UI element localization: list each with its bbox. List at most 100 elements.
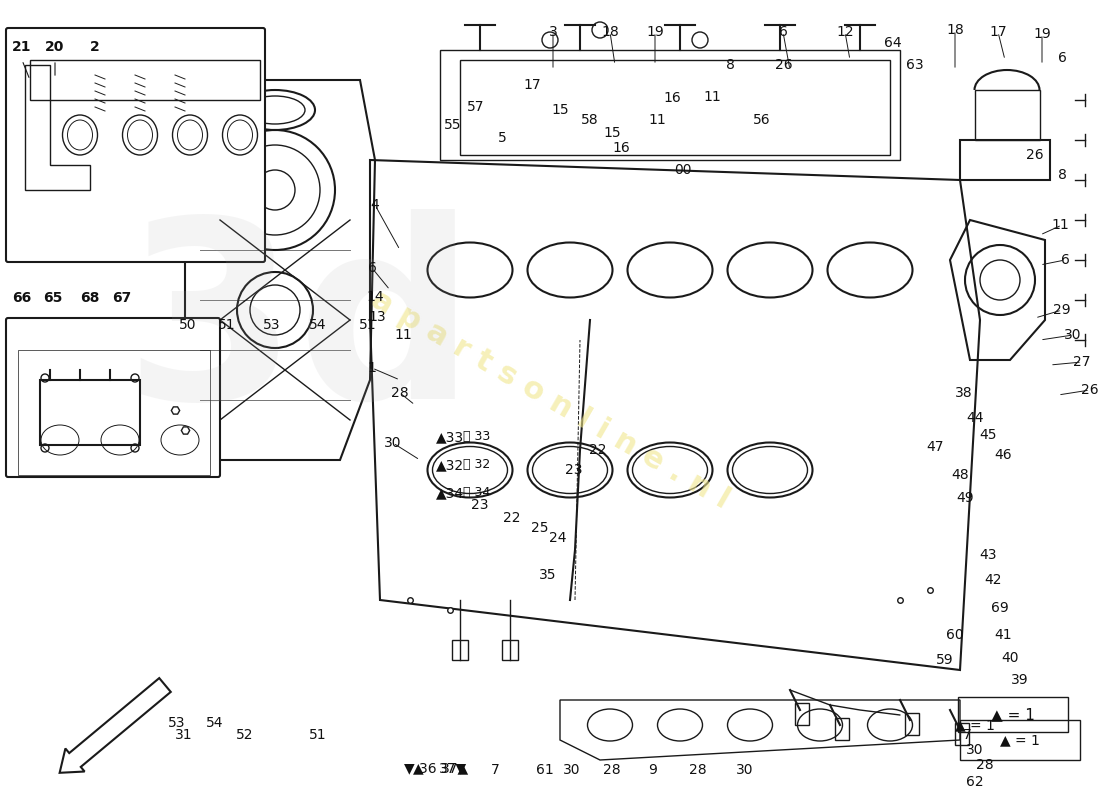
Text: 44: 44: [966, 411, 983, 425]
Text: 26: 26: [1026, 148, 1044, 162]
Text: 41: 41: [994, 628, 1012, 642]
Text: ▲33: ▲33: [436, 430, 464, 444]
Text: 56: 56: [754, 113, 771, 127]
Text: 28: 28: [976, 758, 993, 772]
Text: 35: 35: [539, 568, 557, 582]
Text: 38: 38: [955, 386, 972, 400]
Text: 62: 62: [966, 775, 983, 789]
Text: 63: 63: [906, 58, 924, 72]
Text: 23: 23: [471, 498, 488, 512]
Text: 28: 28: [392, 386, 409, 400]
Text: 31: 31: [175, 728, 192, 742]
Text: 19: 19: [646, 25, 664, 39]
Text: 9: 9: [649, 763, 658, 777]
Text: 64: 64: [884, 36, 902, 50]
Text: 16: 16: [612, 141, 630, 155]
Text: 30: 30: [966, 743, 983, 757]
Text: 58: 58: [581, 113, 598, 127]
Text: ▲ = 1: ▲ = 1: [1000, 733, 1040, 747]
Text: 60: 60: [946, 628, 964, 642]
Text: 16: 16: [663, 91, 681, 105]
Text: 6: 6: [367, 261, 376, 275]
Text: 6: 6: [1057, 51, 1066, 65]
Text: 11: 11: [1052, 218, 1069, 232]
Text: a p a r t s o n l i n e . n l: a p a r t s o n l i n e . n l: [365, 286, 735, 514]
Text: 22: 22: [590, 443, 607, 457]
Text: 26: 26: [776, 58, 793, 72]
Text: 3: 3: [549, 25, 558, 39]
Text: 52: 52: [236, 728, 254, 742]
Text: 26: 26: [1081, 383, 1099, 397]
Text: 3d: 3d: [123, 209, 476, 451]
Text: ▲ = 1: ▲ = 1: [955, 718, 994, 732]
Text: 42: 42: [984, 573, 1002, 587]
Text: ▲32: ▲32: [436, 458, 464, 472]
Text: 66: 66: [12, 291, 32, 305]
Text: 24: 24: [549, 531, 566, 545]
Text: ▲34: ▲34: [436, 486, 464, 500]
Text: 2: 2: [90, 40, 100, 54]
Text: 27: 27: [1074, 355, 1091, 369]
Text: 28: 28: [690, 763, 707, 777]
Text: 12: 12: [836, 25, 854, 39]
Text: 51: 51: [360, 318, 377, 332]
Text: 47: 47: [926, 440, 944, 454]
Text: 46: 46: [994, 448, 1012, 462]
Text: 39: 39: [1011, 673, 1028, 687]
Text: ⯈ 32: ⯈ 32: [463, 458, 491, 471]
Text: 22: 22: [504, 511, 520, 525]
Text: 11: 11: [394, 328, 411, 342]
FancyBboxPatch shape: [6, 28, 265, 262]
Text: 29: 29: [1053, 303, 1070, 317]
Text: 13: 13: [368, 310, 386, 324]
Text: 57: 57: [468, 100, 485, 114]
Text: 18: 18: [946, 23, 964, 37]
Text: 25: 25: [531, 521, 549, 535]
Text: 4: 4: [371, 198, 380, 212]
Text: 6: 6: [1060, 253, 1069, 267]
Text: 00: 00: [674, 163, 692, 177]
Text: 8: 8: [726, 58, 735, 72]
Text: 53: 53: [263, 318, 280, 332]
Text: 1: 1: [367, 361, 376, 375]
Text: 28: 28: [603, 763, 620, 777]
Text: 14: 14: [366, 290, 384, 304]
Text: 23: 23: [565, 463, 583, 477]
Text: 68: 68: [80, 291, 100, 305]
Text: ▼ 36: ▼ 36: [404, 761, 437, 775]
Text: 69: 69: [991, 601, 1009, 615]
Text: 43: 43: [979, 548, 997, 562]
Text: 30: 30: [563, 763, 581, 777]
Text: ▲ = 1: ▲ = 1: [991, 707, 1035, 722]
Text: 51: 51: [218, 318, 235, 332]
Text: 15: 15: [551, 103, 569, 117]
Text: ⯈ 34: ⯈ 34: [463, 486, 491, 499]
Text: 59: 59: [936, 653, 954, 667]
Text: 30: 30: [736, 763, 754, 777]
Text: 37▼: 37▼: [439, 761, 468, 775]
Text: 7: 7: [491, 763, 499, 777]
Text: 54: 54: [207, 716, 223, 730]
Text: 18: 18: [601, 25, 619, 39]
Text: ⯈ 33: ⯈ 33: [463, 430, 491, 443]
Text: 65: 65: [43, 291, 63, 305]
Text: 37▲: 37▲: [441, 761, 469, 775]
Text: 54: 54: [309, 318, 327, 332]
Text: 55: 55: [444, 118, 462, 132]
Text: 21: 21: [12, 40, 32, 54]
Text: 11: 11: [703, 90, 720, 104]
Text: 49: 49: [956, 491, 974, 505]
Text: 51: 51: [309, 728, 327, 742]
FancyBboxPatch shape: [6, 318, 220, 477]
Bar: [835, 718, 849, 740]
Text: 40: 40: [1001, 651, 1019, 665]
Bar: [905, 713, 918, 735]
Bar: [40, 380, 140, 445]
Text: 19: 19: [1033, 27, 1050, 41]
Text: 45: 45: [979, 428, 997, 442]
Text: 17: 17: [524, 78, 541, 92]
Bar: [955, 723, 969, 745]
Bar: [452, 640, 468, 660]
Text: 11: 11: [648, 113, 666, 127]
Text: 17: 17: [989, 25, 1006, 39]
